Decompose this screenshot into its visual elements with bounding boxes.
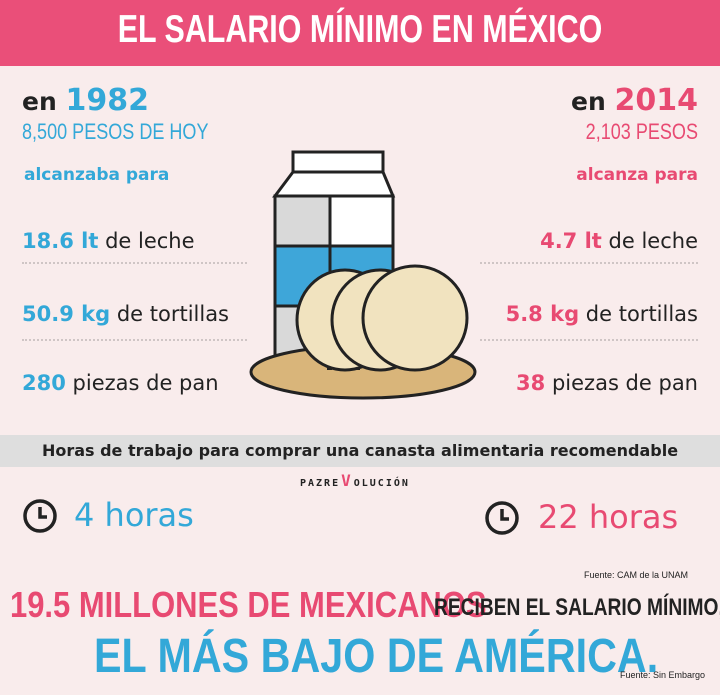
left-hours: 4 horas [74,496,194,534]
right-item-milk: 4.7 lt de leche [540,229,698,253]
left-year-prefix: en [22,87,57,116]
food-basket-illustration [249,150,477,400]
page-title: EL SALARIO MÍNIMO EN MÉXICO [117,8,603,51]
left-item-milk-label: de leche [105,229,195,253]
left-item-tortillas-value: 50.9 kg [22,302,111,326]
source-cam-unam: Fuente: CAM de la UNAM [584,570,689,580]
tortillas-icon [295,264,469,372]
left-year: 1982 [65,83,149,118]
right-item-milk-label: de leche [608,229,698,253]
right-subtitle: 2,103 PESOS [585,119,698,144]
hours-bar [0,435,720,467]
left-year-heading: en 1982 [22,83,149,118]
right-year: 2014 [614,83,699,118]
brand-v-icon: V [341,471,353,490]
left-item-bread: 280 piezas de pan [22,371,219,395]
left-item-milk-value: 18.6 lt [22,229,99,253]
footer-line-1: 19.5 MILLONES DE MEXICANOS RECIBEN EL SA… [10,584,720,626]
right-verb: alcanza para [576,165,698,185]
right-item-milk-value: 4.7 lt [540,229,602,253]
footer-lowest: EL MÁS BAJO DE AMÉRICA. [94,630,659,683]
right-item-tortillas-label: de tortillas [585,302,698,326]
left-item-tortillas-label: de tortillas [116,302,230,326]
left-item-tortillas: 50.9 kg de tortillas [22,302,229,326]
left-verb: alcanzaba para [24,165,170,185]
left-subtitle: 8,500 PESOS DE HOY [22,119,209,144]
left-item-milk: 18.6 lt de leche [22,229,195,253]
right-item-bread: 38 piezas de pan [516,371,698,395]
right-item-bread-label: piezas de pan [551,371,698,395]
right-item-tortillas-value: 5.8 kg [505,302,580,326]
right-divider-1 [480,262,698,264]
left-item-bread-value: 280 [22,371,66,395]
left-divider-1 [22,262,247,264]
clock-icon [485,501,519,535]
right-divider-2 [480,339,698,341]
right-year-heading: en 2014 [571,83,698,118]
right-hours: 22 horas [538,498,679,536]
footer-receive: RECIBEN EL SALARIO MÍNIMO, [434,594,720,621]
source-sin-embargo: Fuente: Sin Embargo [620,670,706,680]
footer-millions: 19.5 MILLONES DE MEXICANOS [10,584,487,625]
brand-right: OLUCIÓN [353,478,410,489]
clock-icon [23,499,57,533]
left-divider-2 [22,339,247,341]
brand-logo: PAZREVOLUCIÓN [300,471,410,490]
right-item-bread-value: 38 [516,371,546,395]
brand-left: PAZRE [300,478,341,489]
right-item-tortillas: 5.8 kg de tortillas [506,302,698,326]
hours-bar-text: Horas de trabajo para comprar una canast… [41,441,679,460]
left-item-bread-label: piezas de pan [72,371,219,395]
title-banner [0,0,720,66]
right-year-prefix: en [571,87,606,116]
